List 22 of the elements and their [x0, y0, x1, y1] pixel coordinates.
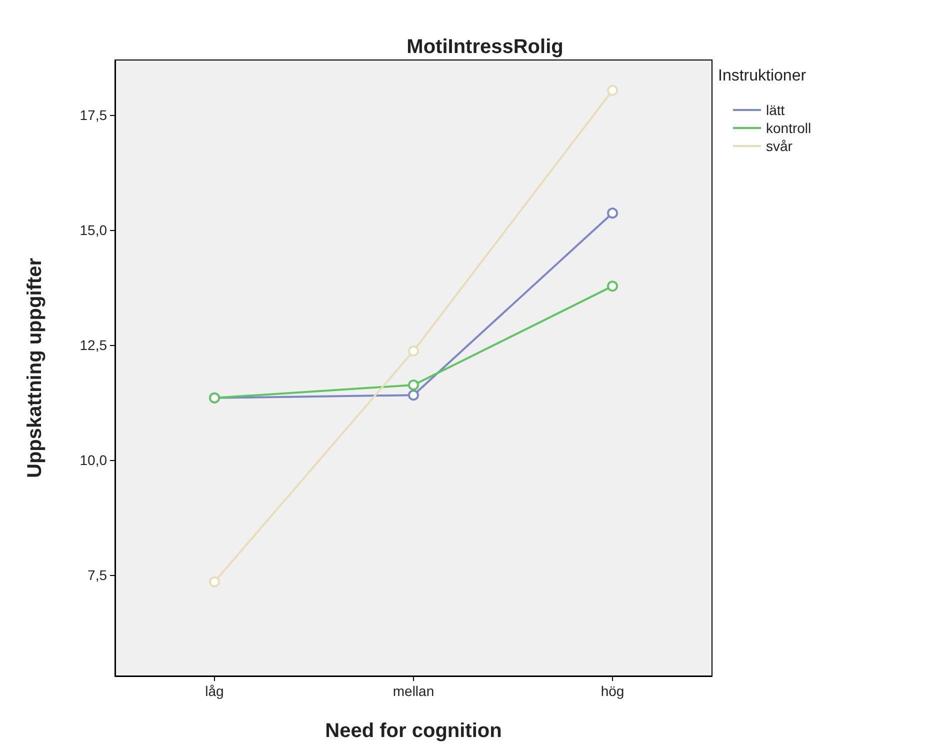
y-tick-label: 7,5 — [88, 566, 108, 583]
point — [408, 390, 419, 401]
point — [607, 208, 618, 219]
x-tick-label: låg — [205, 683, 224, 699]
y-tick-label: 12,5 — [80, 337, 108, 354]
y-tick-label: 17,5 — [80, 107, 108, 124]
y-axis-title: Uppskattning uppgifter — [24, 258, 46, 478]
chart-title: MotiIntressRolig — [406, 36, 564, 58]
legend-label: lätt — [766, 102, 785, 118]
point — [408, 345, 419, 356]
legend-title: Instruktioner — [718, 68, 807, 84]
point — [408, 380, 419, 391]
x-tick-label: mellan — [392, 683, 434, 699]
point — [209, 576, 220, 588]
x-tick-label: hög — [600, 683, 624, 699]
y-tick-label: 10,0 — [80, 452, 108, 468]
legend-label: kontroll — [766, 120, 812, 136]
point — [607, 280, 618, 292]
x-axis-title: Need for cognition — [325, 720, 502, 742]
point — [607, 84, 618, 96]
y-tick-label: 15,0 — [80, 222, 108, 238]
legend-label: svår — [766, 138, 793, 154]
